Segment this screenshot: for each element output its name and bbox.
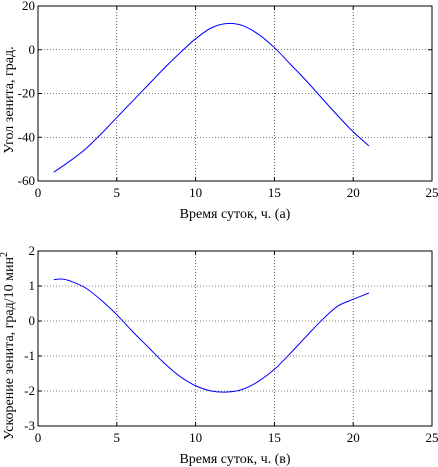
chart-bottom-y-tick-label: 1 bbox=[29, 278, 36, 293]
chart-bottom-y-tick-label: 0 bbox=[29, 313, 36, 328]
chart-bottom-x-tick-label: 25 bbox=[426, 430, 438, 445]
chart-bottom-x-axis-label: Время суток, ч. (в) bbox=[179, 452, 290, 467]
chart-top-tick-labels: 0 5 10 15 20 25 -60 -40 -20 0 20 bbox=[18, 0, 438, 200]
chart-bottom-y-tick-label: -1 bbox=[24, 348, 35, 363]
chart-top-x-tick-label: 0 bbox=[35, 185, 42, 200]
chart-top-x-tick-label: 20 bbox=[347, 185, 360, 200]
chart-bottom-y-axis-label-text: Ускорение зенита, град/10 мин bbox=[2, 257, 17, 440]
chart-top-y-tick-label: 0 bbox=[29, 42, 36, 57]
chart-top-x-tick-label: 5 bbox=[114, 185, 121, 200]
chart-top-series-line bbox=[53, 22, 370, 173]
chart-bottom-y-tick-label: -3 bbox=[24, 418, 35, 433]
chart-top-y-tick-label: -40 bbox=[18, 129, 35, 144]
chart-top-plot-area bbox=[37, 5, 433, 182]
chart-bottom-ticks bbox=[37, 250, 433, 427]
chart-bottom-x-tick-label: 20 bbox=[347, 430, 360, 445]
chart-bottom-y-tick-label: 2 bbox=[29, 243, 36, 258]
chart-bottom-x-tick-label: 0 bbox=[35, 430, 42, 445]
chart-bottom-y-tick-label: -2 bbox=[24, 383, 35, 398]
chart-top-ticks bbox=[37, 5, 433, 182]
chart-top: 0 5 10 15 20 25 -60 -40 -20 0 20 Время суток, ч. (… bbox=[2, 0, 438, 222]
chart-top-x-axis-label: Время суток, ч. (а) bbox=[180, 207, 291, 222]
chart-bottom-grid bbox=[38, 251, 432, 426]
chart-bottom-tick-labels: 0 5 10 15 20 25 -3 -2 -1 0 1 2 bbox=[24, 243, 438, 445]
chart-bottom-x-tick-label: 15 bbox=[268, 430, 281, 445]
chart-top-x-tick-label: 15 bbox=[268, 185, 281, 200]
chart-top-x-tick-label: 25 bbox=[426, 185, 438, 200]
chart-bottom-x-tick-label: 10 bbox=[189, 430, 202, 445]
chart-bottom-plot-area bbox=[37, 250, 433, 427]
chart-top-y-axis-label: Угол зенита, град. bbox=[2, 46, 17, 153]
chart-top-x-tick-label: 10 bbox=[189, 185, 202, 200]
chart-top-y-tick-label: -60 bbox=[18, 173, 35, 188]
chart-bottom-y-axis-label: Ускорение зенита, град/10 мин2 bbox=[0, 252, 17, 440]
chart-bottom-x-tick-label: 5 bbox=[114, 430, 121, 445]
chart-top-grid bbox=[38, 6, 432, 181]
chart-top-y-tick-label: 20 bbox=[22, 0, 35, 13]
chart-top-y-tick-label: -20 bbox=[18, 86, 35, 101]
chart-bottom-y-axis-label-superscript: 2 bbox=[0, 252, 10, 257]
chart-bottom-series-line bbox=[53, 278, 370, 393]
